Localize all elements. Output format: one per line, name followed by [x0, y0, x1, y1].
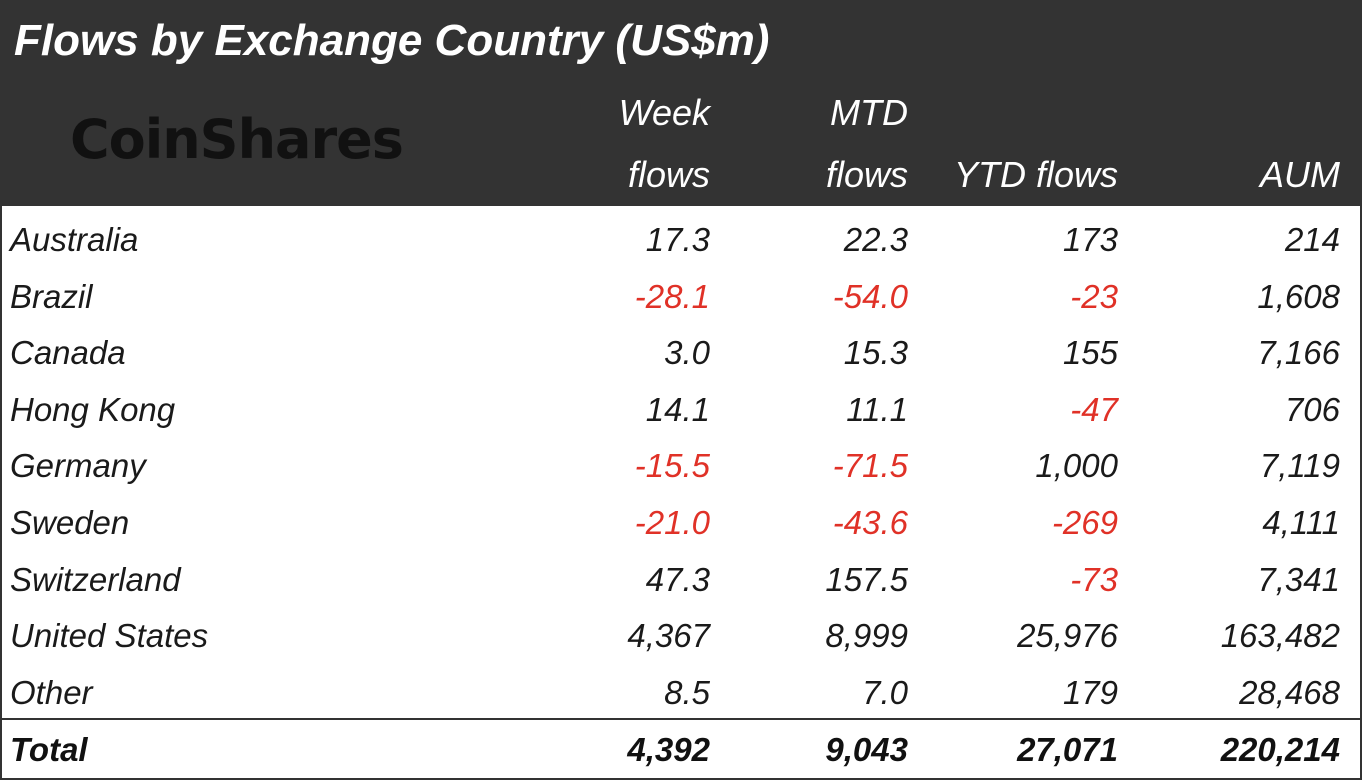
table-row: Brazil -28.1 -54.0 -23 1,608 [2, 267, 1360, 323]
week-value: 3.0 [664, 334, 710, 372]
mtd-value: 15.3 [843, 334, 908, 372]
chart-title: Flows by Exchange Country (US$m) [14, 16, 770, 65]
mtd-value: 7.0 [862, 673, 908, 711]
week-value: 14.1 [645, 390, 710, 428]
week-value: 47.3 [645, 560, 710, 598]
country-name: Switzerland [10, 560, 181, 598]
aum-value: 163,482 [1220, 617, 1340, 655]
column-header-week-line1: Week [618, 92, 710, 133]
total-divider [2, 718, 1360, 720]
country-name: Sweden [10, 504, 130, 541]
aum-value: 1,608 [1257, 277, 1340, 315]
ytd-value: 25,976 [1017, 617, 1118, 655]
ytd-value: -23 [1070, 277, 1118, 315]
country-name: Canada [10, 334, 126, 372]
country-name: Brazil [10, 277, 93, 315]
aum-value: 7,341 [1257, 560, 1340, 598]
ytd-value: -269 [1051, 504, 1118, 541]
table-row: Sweden -21.0 -43.6 -269 4,111 [2, 493, 1360, 549]
week-value: -21.0 [634, 504, 710, 541]
table-row: Switzerland 47.3 157.5 -73 7,341 [2, 550, 1360, 606]
country-name: Hong Kong [10, 390, 176, 428]
column-header-mtd-line1: MTD [830, 92, 908, 133]
country-name: Other [10, 673, 93, 711]
week-value: 8.5 [664, 673, 710, 711]
mtd-value: -54.0 [832, 277, 908, 315]
mtd-value: 22.3 [843, 221, 908, 258]
week-value: 4,367 [627, 617, 710, 655]
aum-value: 4,111 [1262, 504, 1340, 541]
ytd-value: -73 [1070, 560, 1118, 598]
mtd-value: 157.5 [825, 560, 908, 598]
mtd-value: -71.5 [832, 447, 908, 485]
country-name: Germany [10, 447, 146, 485]
total-ytd-value: 27,071 [1017, 731, 1118, 768]
ytd-value: 155 [1062, 334, 1118, 372]
table-row: Hong Kong 14.1 11.1 -47 706 [2, 380, 1360, 436]
table-row: Germany -15.5 -71.5 1,000 7,119 [2, 436, 1360, 492]
table-header: Flows by Exchange Country (US$m) CoinSha… [2, 2, 1360, 206]
column-header-ytd-line2: YTD flows [953, 154, 1118, 195]
mtd-value: 8,999 [825, 617, 908, 655]
coinshares-logo: CoinShares [70, 108, 404, 171]
total-label: Total [10, 731, 88, 768]
column-header-mtd-line2: flows [825, 154, 908, 195]
week-value: 17.3 [645, 221, 710, 258]
aum-value: 214 [1284, 221, 1340, 258]
country-name: Australia [10, 221, 139, 258]
total-aum-value: 220,214 [1220, 731, 1340, 768]
mtd-value: -43.6 [832, 504, 908, 541]
aum-value: 7,166 [1257, 334, 1340, 372]
total-row: Total 4,392 9,043 27,071 220,214 [2, 720, 1360, 776]
aum-value: 7,119 [1259, 447, 1340, 485]
week-value: -28.1 [634, 277, 710, 315]
ytd-value: 179 [1062, 673, 1118, 711]
total-mtd-value: 9,043 [825, 731, 908, 768]
table-row: United States 4,367 8,999 25,976 163,482 [2, 606, 1360, 662]
table-row: Australia 17.3 22.3 173 214 [2, 210, 1360, 266]
column-header-aum-line2: AUM [1260, 154, 1340, 195]
total-week-value: 4,392 [627, 731, 710, 768]
table-row: Canada 3.0 15.3 155 7,166 [2, 323, 1360, 379]
ytd-value: -47 [1070, 390, 1118, 428]
mtd-value: 11.1 [846, 390, 908, 428]
column-header-week-line2: flows [627, 154, 710, 195]
country-name: United States [10, 617, 209, 655]
aum-value: 706 [1284, 390, 1340, 428]
table-row: Other 8.5 7.0 179 28,468 [2, 663, 1360, 719]
ytd-value: 173 [1062, 221, 1118, 258]
week-value: -15.5 [634, 447, 710, 485]
aum-value: 28,468 [1239, 673, 1340, 711]
ytd-value: 1,000 [1035, 447, 1118, 485]
